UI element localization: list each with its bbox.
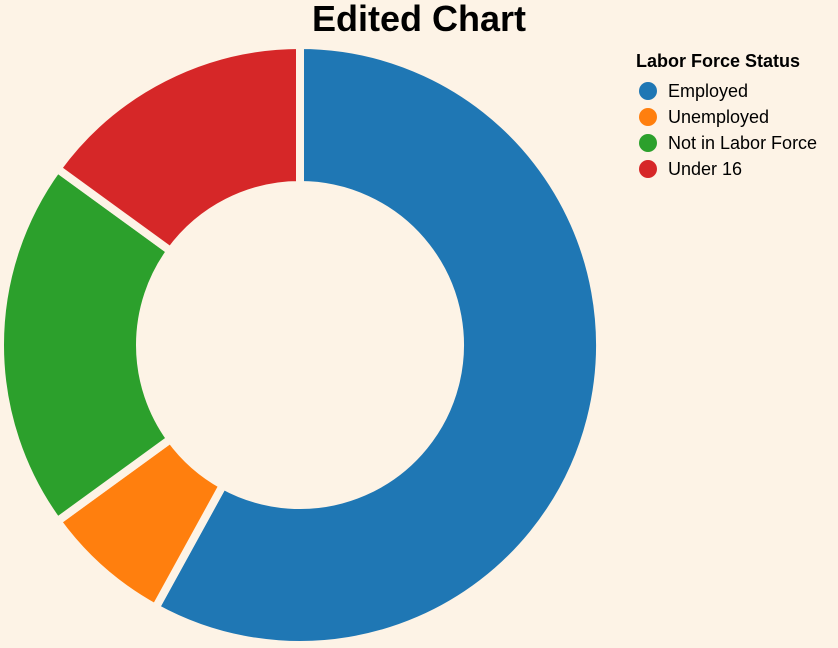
legend-label-unemployed: Unemployed bbox=[668, 107, 769, 127]
legend-item-unemployed: Unemployed bbox=[639, 107, 769, 127]
legend-item-not-in-labor-force: Not in Labor Force bbox=[639, 133, 817, 153]
legend: Labor Force Status Employed Unemployed Not… bbox=[636, 51, 817, 179]
slice-not-in-labor-force bbox=[0, 164, 175, 526]
legend-swatch-under-16 bbox=[639, 160, 657, 178]
legend-label-employed: Employed bbox=[668, 81, 748, 101]
slice-employed bbox=[151, 41, 604, 648]
chart-title: Edited Chart bbox=[312, 0, 526, 39]
legend-items: Employed Unemployed Not in Labor Force Unde… bbox=[639, 81, 817, 179]
legend-title: Labor Force Status bbox=[636, 51, 800, 71]
donut-slices bbox=[0, 41, 604, 648]
legend-swatch-employed bbox=[639, 82, 657, 100]
legend-item-employed: Employed bbox=[639, 81, 748, 101]
slice-under-16 bbox=[53, 41, 304, 255]
legend-item-under-16: Under 16 bbox=[639, 159, 742, 179]
legend-label-under-16: Under 16 bbox=[668, 159, 742, 179]
legend-swatch-unemployed bbox=[639, 108, 657, 126]
legend-label-not-in-labor-force: Not in Labor Force bbox=[668, 133, 817, 153]
legend-swatch-not-in-labor-force bbox=[639, 134, 657, 152]
